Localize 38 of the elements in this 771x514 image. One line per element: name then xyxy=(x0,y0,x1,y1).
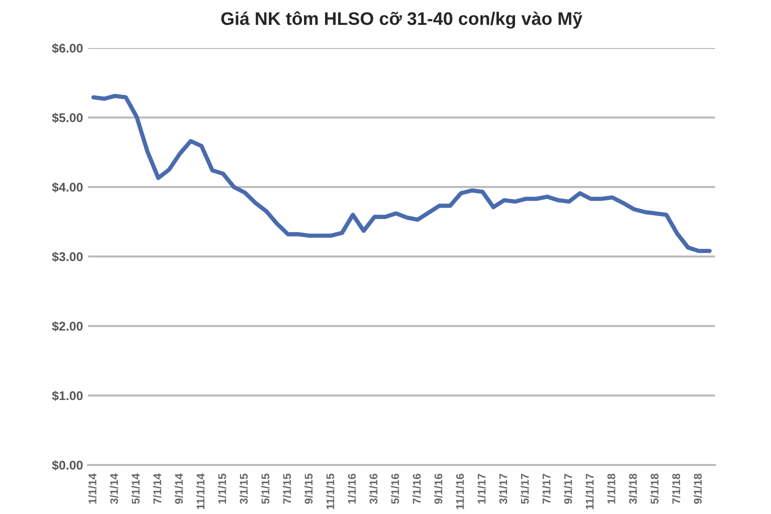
y-tick-label: $3.00 xyxy=(52,252,83,262)
x-tick-label: 5/1/16 xyxy=(390,474,400,504)
y-tick-label: $1.00 xyxy=(52,390,83,401)
x-tick-label: 11/1/15 xyxy=(326,474,334,510)
y-tick-label: $4.00 xyxy=(52,182,83,192)
x-tick-label: 7/1/17 xyxy=(542,474,551,504)
x-tick-label: 3/1/16 xyxy=(369,474,378,504)
x-tick-label: 5/1/17 xyxy=(520,474,529,504)
x-tick-label: 1/1/17 xyxy=(477,474,486,504)
x-tick-label: 7/1/16 xyxy=(412,474,421,504)
y-tick-label: $2.00 xyxy=(52,321,83,332)
x-tick-label: 7/1/14 xyxy=(153,473,162,504)
x-tick-label: 11/1/17 xyxy=(586,474,594,510)
x-tick-label: 9/1/16 xyxy=(434,474,442,504)
x-tick-label: 3/1/15 xyxy=(240,474,248,504)
x-tick-label: 7/1/15 xyxy=(282,474,292,504)
y-tick-label: $5.00 xyxy=(52,112,83,123)
x-tick-label: 9/1/15 xyxy=(304,474,313,504)
y-tick-label: $6.00 xyxy=(52,43,83,54)
x-tick-label: 3/1/18 xyxy=(628,474,638,504)
x-tick-label: 11/1/14 xyxy=(196,473,205,510)
x-tick-label: 3/1/14 xyxy=(110,473,118,504)
x-tick-label: 1/1/18 xyxy=(607,474,616,504)
x-tick-label: 1/1/16 xyxy=(348,474,356,504)
x-tick-label: 7/1/18 xyxy=(672,474,680,504)
x-tick-label: 9/1/14 xyxy=(174,473,183,504)
x-tick-label: 5/1/15 xyxy=(261,474,270,504)
x-tick-label: 3/1/17 xyxy=(499,474,508,504)
x-tick-label: 1/1/14 xyxy=(88,473,96,504)
line-series xyxy=(91,94,712,254)
x-tick-label: 9/1/17 xyxy=(564,474,572,504)
x-tick-label: 9/1/18 xyxy=(694,474,702,504)
x-tick-label: 5/1/18 xyxy=(650,474,659,504)
x-tick-label: 5/1/14 xyxy=(131,473,140,504)
x-tick-label: 11/1/16 xyxy=(456,474,464,510)
chart-title: Giá NK tôm HLSO cỡ 31-40 con/kg vào Mỹ xyxy=(221,11,582,29)
y-tick-label: $0.00 xyxy=(52,460,83,470)
x-tick-label: 1/1/15 xyxy=(218,474,226,504)
